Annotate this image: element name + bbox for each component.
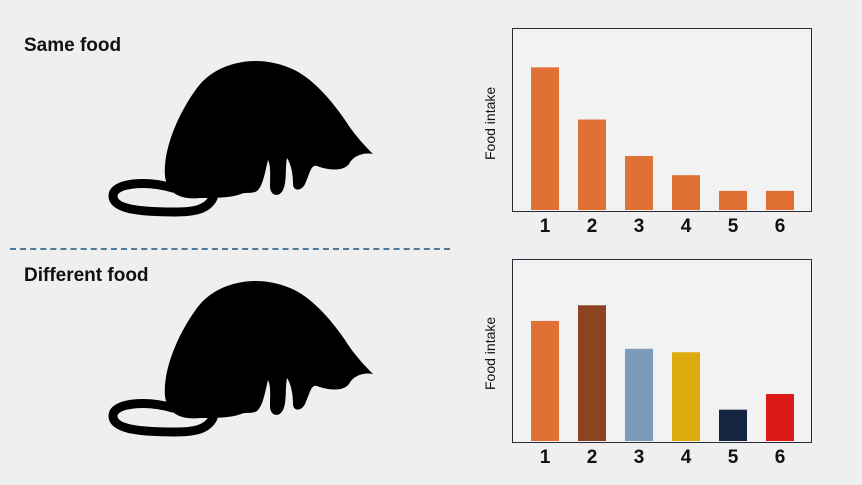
x-tick-labels-different-food: 1 2 3 4 5 6 [512,447,812,471]
bar-6 [766,190,794,210]
x-tick-label: 3 [633,447,645,468]
bar-5 [719,190,747,210]
bar-chart-same-food [531,67,794,210]
bar-chart-different-food [531,305,794,441]
bar-1 [531,67,559,210]
x-tick-label: 4 [680,216,692,237]
cat-eating-icon [108,60,373,217]
x-tick-label: 5 [727,447,739,468]
bar-1 [531,320,559,441]
panel-divider [10,248,450,250]
panel-title-same-food: Same food [24,35,122,56]
x-tick-label: 4 [680,447,692,468]
bar-3 [625,156,653,210]
y-axis-label: Food intake [482,316,498,390]
bar-2 [578,305,606,441]
x-tick-label: 2 [586,447,598,468]
x-tick-label: 1 [539,216,551,237]
bar-3 [625,348,653,441]
chart-frame-different-food [512,259,812,443]
bar-4 [672,175,700,210]
x-tick-label: 6 [774,216,786,237]
bar-6 [766,394,794,441]
x-tick-label: 3 [633,216,645,237]
x-tick-label: 2 [586,216,598,237]
bar-2 [578,119,606,210]
y-axis-label: Food intake [482,86,498,160]
chart-frame-same-food [512,28,812,212]
x-tick-labels-same-food: 1 2 3 4 5 6 [512,216,812,240]
panel-title-different-food: Different food [24,265,149,286]
bar-5 [719,409,747,441]
cat-eating-icon [108,280,373,437]
bar-4 [672,352,700,441]
x-tick-label: 6 [774,447,786,468]
x-tick-label: 5 [727,216,739,237]
x-tick-label: 1 [539,447,551,468]
